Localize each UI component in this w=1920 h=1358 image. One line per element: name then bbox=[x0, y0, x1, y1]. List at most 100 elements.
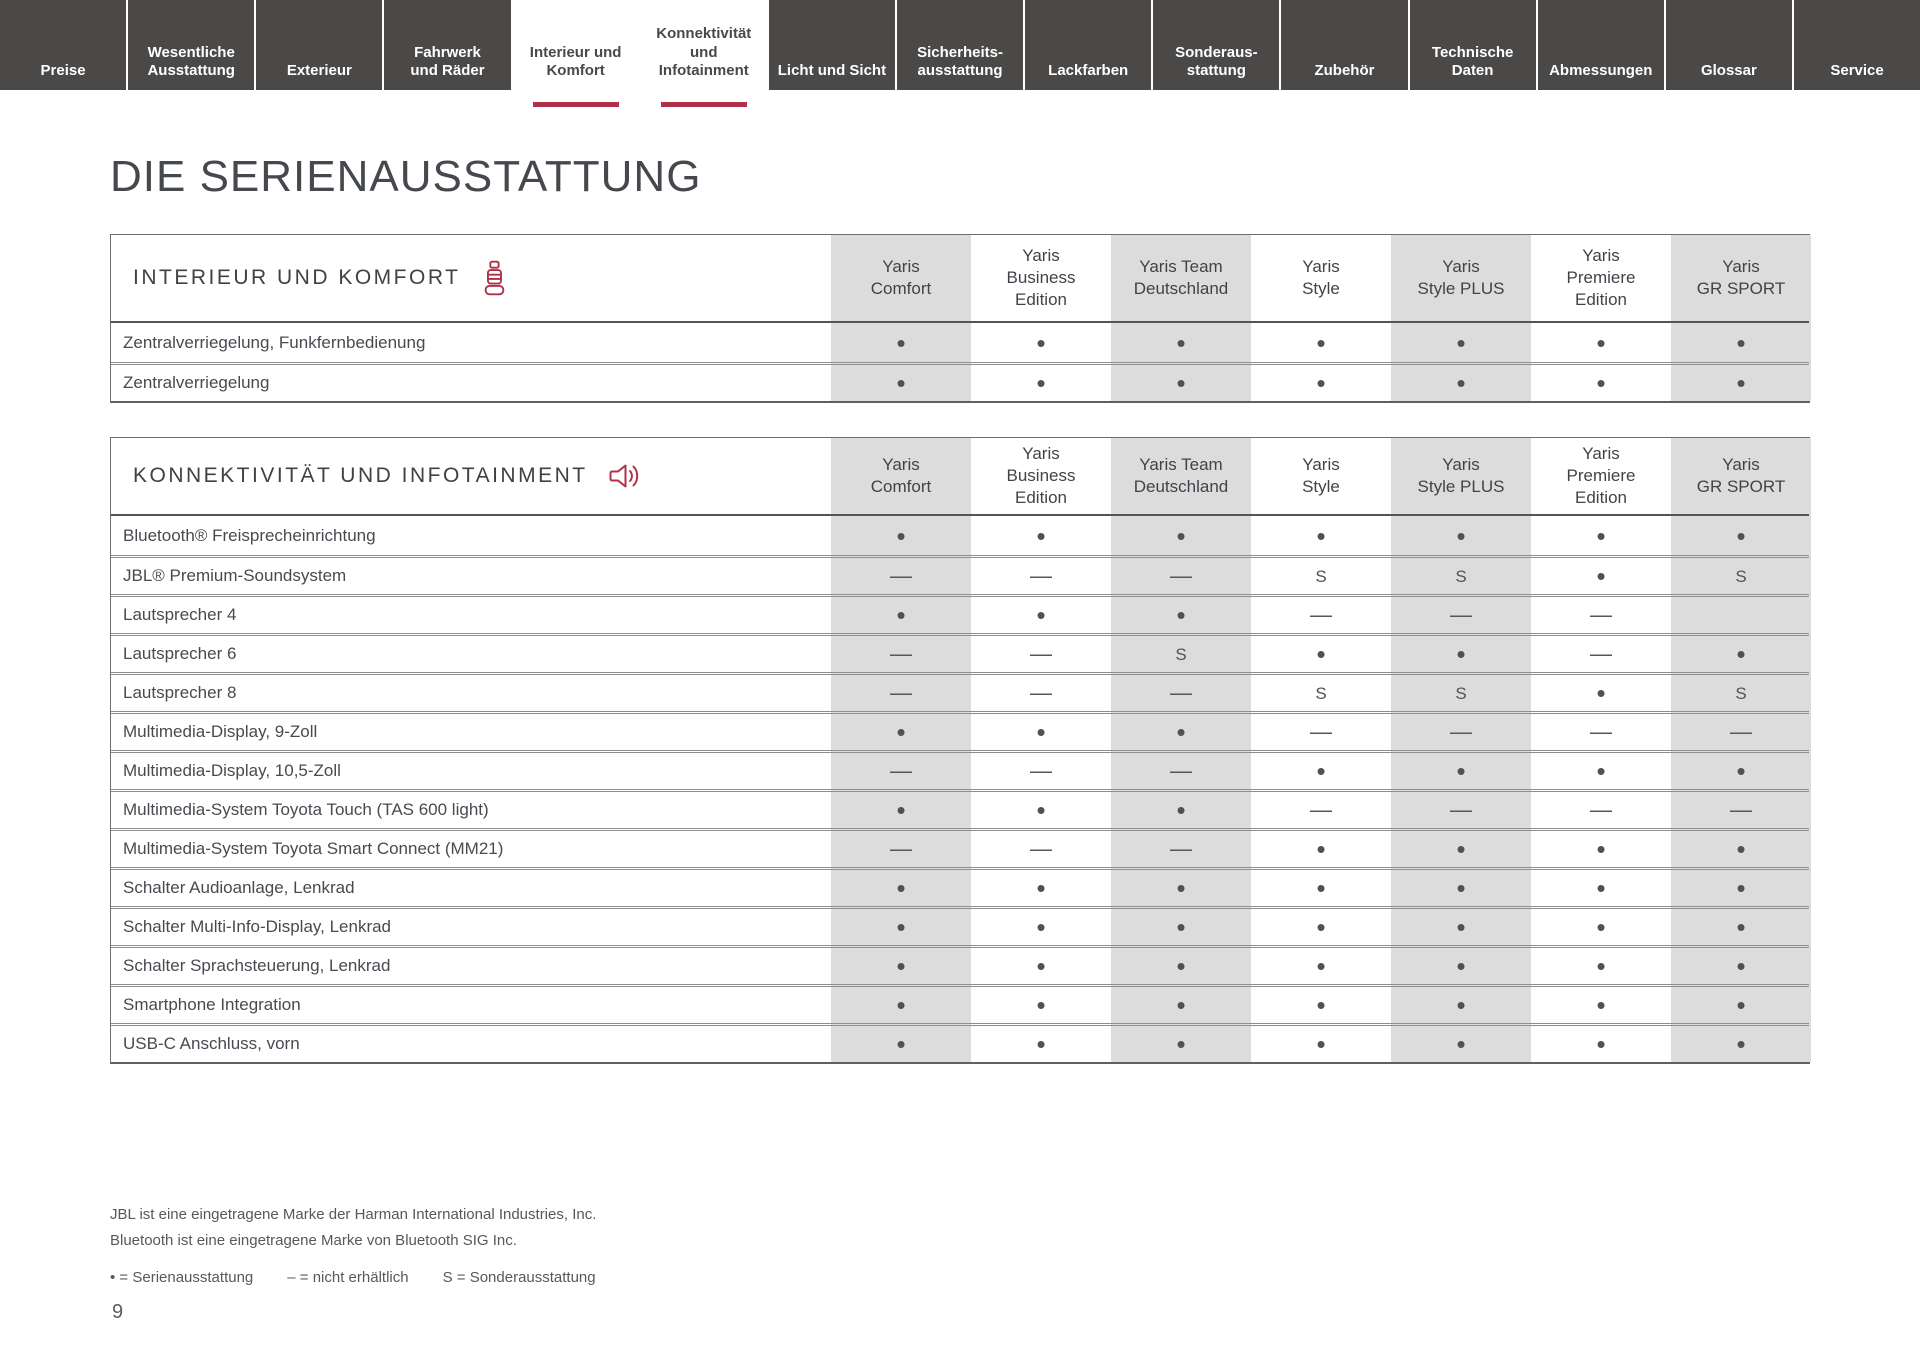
nav-tab-label: Konnektivität und Infotainment bbox=[656, 24, 752, 80]
table-row: JBL® Premium-Soundsystem — — — S S • S bbox=[111, 555, 1809, 594]
availability-cell: — bbox=[1030, 641, 1052, 666]
availability-cell: • bbox=[1176, 912, 1186, 942]
feature-label: Lautsprecher 6 bbox=[123, 644, 237, 663]
availability-cell: • bbox=[1456, 951, 1466, 981]
availability-cell: — bbox=[1730, 797, 1752, 822]
availability-cell: — bbox=[890, 641, 912, 666]
availability-cell: • bbox=[1596, 873, 1606, 903]
legend-optional: S = Sonderausstattung bbox=[442, 1268, 596, 1286]
availability-cell: • bbox=[1176, 717, 1186, 747]
availability-cell: • bbox=[1176, 873, 1186, 903]
page-number: 9 bbox=[112, 1301, 124, 1323]
legend-standard: • = Serienausstattung bbox=[110, 1268, 254, 1286]
column-header: Yaris Business Edition bbox=[1006, 444, 1076, 507]
availability-cell: • bbox=[1596, 756, 1606, 786]
nav-tab-konnektivitaet-und-infotainment[interactable]: Konnektivität und Infotainment bbox=[640, 0, 769, 107]
availability-cell: • bbox=[896, 795, 906, 825]
nav-tab-label: Licht und Sicht bbox=[777, 62, 887, 80]
availability-cell: • bbox=[1456, 756, 1466, 786]
table-row: Zentralverriegelung, Funkfernbedienung • •… bbox=[111, 323, 1809, 362]
nav-tab-label: Zubehör bbox=[1314, 62, 1375, 80]
nav-tab-label: Wesentliche Ausstattung bbox=[147, 43, 235, 80]
nav-tab-abmessungen[interactable]: Abmessungen bbox=[1538, 0, 1666, 90]
availability-cell: • bbox=[1036, 327, 1046, 358]
availability-cell: • bbox=[1736, 951, 1746, 981]
nav-tab-label: Interieur und Komfort bbox=[529, 43, 622, 80]
availability-cell: • bbox=[896, 951, 906, 981]
table-konnektivitaet-und-infotainment: KONNEKTIVITÄT UND INFOTAINMENT Yaris Com… bbox=[110, 437, 1811, 1064]
nav-tab-preise[interactable]: Preise bbox=[0, 0, 129, 90]
availability-cell: • bbox=[1596, 327, 1606, 358]
availability-cell: • bbox=[896, 520, 906, 551]
availability-cell: • bbox=[1456, 873, 1466, 903]
availability-cell: • bbox=[1176, 327, 1186, 358]
availability-cell: — bbox=[1730, 719, 1752, 744]
availability-cell: • bbox=[1596, 678, 1606, 708]
availability-cell bbox=[1671, 597, 1811, 633]
speaker-icon bbox=[608, 460, 644, 492]
availability-cell: S bbox=[1315, 683, 1327, 703]
availability-cell: • bbox=[1736, 834, 1746, 864]
column-stripes bbox=[111, 235, 1811, 401]
nav-tab-sicherheitsausstattung[interactable]: Sicherheits- ausstattung bbox=[897, 0, 1026, 90]
section-title: KONNEKTIVITÄT UND INFOTAINMENT bbox=[133, 464, 588, 487]
nav-tab-glossar[interactable]: Glossar bbox=[1666, 0, 1794, 90]
availability-cell: — bbox=[1030, 758, 1052, 783]
nav-tab-exterieur[interactable]: Exterieur bbox=[256, 0, 385, 90]
availability-cell: — bbox=[1030, 836, 1052, 861]
availability-cell: • bbox=[1316, 912, 1326, 942]
availability-cell: • bbox=[1456, 520, 1466, 551]
nav-tab-label: Service bbox=[1830, 62, 1884, 80]
availability-cell: • bbox=[1176, 990, 1186, 1020]
table-row: Bluetooth® Freisprecheinrichtung • • • • • • • bbox=[111, 516, 1809, 555]
feature-label: Bluetooth® Freisprecheinrichtung bbox=[123, 525, 376, 545]
column-header: Yaris Comfort bbox=[870, 257, 932, 298]
column-header: Yaris Team Deutschland bbox=[1133, 257, 1229, 298]
nav-tab-wesentliche-ausstattung[interactable]: Wesentliche Ausstattung bbox=[128, 0, 257, 90]
nav-tab-label: Sicherheits- ausstattung bbox=[917, 43, 1003, 80]
nav-tab-lackfarben[interactable]: Lackfarben bbox=[1025, 0, 1154, 90]
table-row: USB-C Anschluss, vorn • • • • • • • bbox=[111, 1023, 1809, 1062]
availability-cell: • bbox=[1316, 327, 1326, 358]
availability-cell: • bbox=[1596, 951, 1606, 981]
availability-cell: • bbox=[1736, 756, 1746, 786]
availability-cell: • bbox=[1736, 520, 1746, 551]
availability-cell: • bbox=[1036, 951, 1046, 981]
availability-cell: — bbox=[1450, 602, 1472, 627]
availability-cell: • bbox=[1316, 951, 1326, 981]
feature-label: JBL® Premium-Soundsystem bbox=[123, 566, 347, 585]
feature-label: USB-C Anschluss, vorn bbox=[123, 1034, 300, 1053]
nav-tab-service[interactable]: Service bbox=[1794, 0, 1920, 90]
nav-tab-label: Abmessungen bbox=[1549, 62, 1653, 80]
column-header: Yaris Style bbox=[1302, 455, 1340, 496]
column-header: Yaris Comfort bbox=[870, 455, 932, 496]
nav-tab-zubehoer[interactable]: Zubehör bbox=[1281, 0, 1410, 90]
section-header: KONNEKTIVITÄT UND INFOTAINMENT bbox=[111, 438, 831, 514]
availability-cell: • bbox=[1176, 368, 1186, 398]
nav-tab-interieur-und-komfort[interactable]: Interieur und Komfort bbox=[512, 0, 641, 107]
nav-tab-licht-und-sicht[interactable]: Licht und Sicht bbox=[769, 0, 897, 90]
top-nav: Preise Wesentliche Ausstattung Exterieur Fa… bbox=[0, 0, 1920, 107]
nav-tab-sonderausstattung[interactable]: Sonderaus- stattung bbox=[1153, 0, 1282, 90]
availability-cell: S bbox=[1455, 683, 1467, 703]
section-header: INTERIEUR UND KOMFORT bbox=[111, 235, 831, 321]
feature-label: Schalter Sprachsteuerung, Lenkrad bbox=[123, 956, 391, 975]
availability-cell: — bbox=[890, 563, 912, 588]
table-header-row: INTERIEUR UND KOMFORT Yaris Comfort Yaris… bbox=[111, 235, 1809, 323]
column-header: Yaris GR SPORT bbox=[1696, 455, 1786, 496]
availability-cell: • bbox=[1176, 951, 1186, 981]
table-row: Multimedia-Display, 10,5-Zoll — — — • • • • bbox=[111, 750, 1809, 789]
footnote-bluetooth: Bluetooth ist eine eingetragene Marke vo… bbox=[110, 1232, 517, 1250]
availability-cell: — bbox=[1310, 602, 1332, 627]
table-row: Multimedia-System Toyota Touch (TAS 600 … bbox=[111, 789, 1809, 828]
column-stripe bbox=[1391, 235, 1531, 401]
footnotes: JBL ist eine eingetragene Marke der Harm… bbox=[110, 1202, 1810, 1255]
table-row: Schalter Multi-Info-Display, Lenkrad • • • •… bbox=[111, 906, 1809, 945]
availability-cell: • bbox=[1036, 717, 1046, 747]
nav-tab-technische-daten[interactable]: Technische Daten bbox=[1410, 0, 1538, 90]
legend-not-available: – = nicht erhältlich bbox=[287, 1268, 409, 1286]
availability-cell: • bbox=[1456, 1029, 1466, 1059]
nav-tab-fahrwerk-und-raeder[interactable]: Fahrwerk und Räder bbox=[384, 0, 513, 90]
column-header: Yaris GR SPORT bbox=[1696, 257, 1786, 298]
nav-tab-label: Technische Daten bbox=[1431, 43, 1514, 80]
